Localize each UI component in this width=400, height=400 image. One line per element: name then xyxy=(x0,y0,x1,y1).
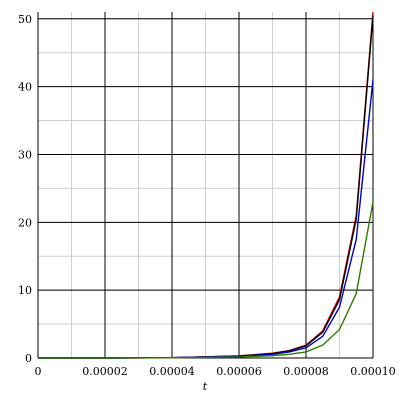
tick-labels: 0 0.00002 0.00004 0.00006 0.00008 0.00010 0 10 2… xyxy=(18,13,396,378)
major-grid xyxy=(38,12,374,358)
minor-grid xyxy=(38,12,373,358)
y-tick-label: 50 xyxy=(18,13,32,26)
series-layer xyxy=(38,11,374,359)
x-tick-label: 0.00006 xyxy=(216,365,262,378)
x-axis-label: t xyxy=(203,380,208,393)
y-tick-label: 40 xyxy=(18,81,32,94)
x-tick-label: 0.00002 xyxy=(82,365,128,378)
y-tick-label: 10 xyxy=(18,284,32,297)
y-tick-label: 20 xyxy=(18,216,32,229)
x-tick-label: 0.00004 xyxy=(149,365,195,378)
x-tick-label: 0.00008 xyxy=(283,365,329,378)
x-tick-label: 0.00010 xyxy=(350,365,396,378)
y-tick-label: 0 xyxy=(25,352,32,365)
y-tick-label: 30 xyxy=(18,148,32,161)
x-tick-label: 0 xyxy=(35,365,42,378)
series-line-4 xyxy=(38,201,374,359)
